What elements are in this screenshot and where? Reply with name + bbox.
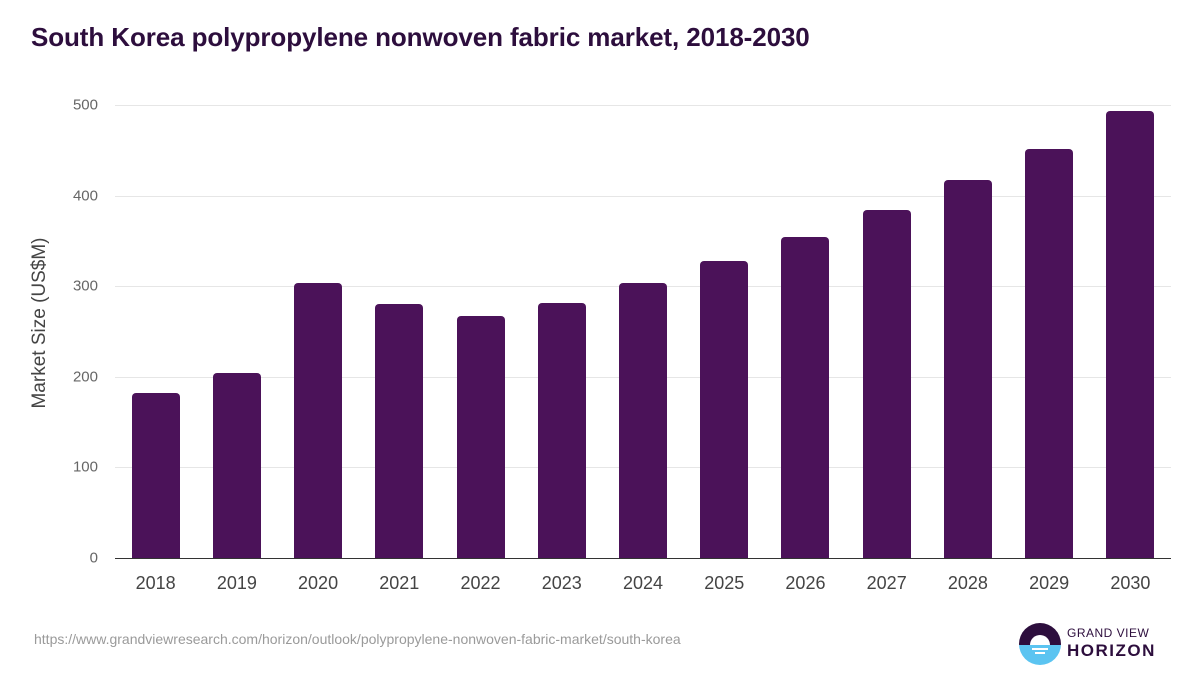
bar-2028[interactable] bbox=[943, 180, 992, 558]
bar-2027[interactable] bbox=[862, 210, 911, 558]
x-tick-label: 2028 bbox=[947, 573, 988, 593]
x-tick-label: 2029 bbox=[1029, 573, 1070, 593]
bar-2018[interactable] bbox=[131, 393, 180, 558]
brand-line1: GRAND VIEW bbox=[1067, 626, 1150, 640]
y-tick-label: 100 bbox=[72, 458, 98, 476]
brand-wordmark: GRAND VIEW HORIZON bbox=[1067, 626, 1156, 661]
x-tick-label: 2025 bbox=[704, 573, 745, 593]
x-tick-label: 2020 bbox=[298, 573, 339, 593]
x-axis-line bbox=[115, 558, 1171, 559]
bar-2023[interactable] bbox=[537, 302, 586, 558]
bar-2030[interactable] bbox=[1106, 111, 1155, 558]
x-tick-label: 2023 bbox=[541, 573, 582, 593]
bar-2026[interactable] bbox=[781, 237, 830, 558]
x-tick-label: 2027 bbox=[866, 573, 907, 593]
x-tick-label: 2024 bbox=[622, 573, 664, 593]
gridline bbox=[115, 105, 1171, 106]
brand-line2: HORIZON bbox=[1067, 641, 1156, 660]
gridline bbox=[115, 195, 1171, 197]
x-tick-label: 2019 bbox=[216, 573, 257, 593]
bar-2024[interactable] bbox=[619, 283, 667, 558]
bar-2021[interactable] bbox=[375, 304, 424, 558]
y-tick-label: 0 bbox=[89, 549, 98, 567]
y-tick-label: 300 bbox=[72, 277, 98, 295]
y-tick-label: 400 bbox=[72, 187, 98, 205]
source-url[interactable]: https://www.grandviewresearch.com/horizo… bbox=[34, 631, 681, 647]
horizon-sun-logo-icon bbox=[1019, 623, 1061, 665]
bar-2020[interactable] bbox=[294, 283, 343, 558]
x-tick-label: 2022 bbox=[460, 573, 501, 593]
x-tick-label: 2026 bbox=[785, 573, 826, 593]
bar-2025[interactable] bbox=[700, 260, 749, 558]
x-tick-label: 2030 bbox=[1110, 573, 1151, 593]
chart-title: South Korea polypropylene nonwoven fabri… bbox=[31, 22, 810, 52]
plot-area bbox=[115, 105, 1171, 559]
bar-2022[interactable] bbox=[456, 316, 505, 558]
y-tick-label: 500 bbox=[72, 96, 98, 114]
bar-2019[interactable] bbox=[212, 373, 261, 558]
x-tick-label: 2021 bbox=[379, 573, 420, 593]
bar-2029[interactable] bbox=[1025, 148, 1074, 558]
y-tick-label: 200 bbox=[72, 368, 98, 386]
x-tick-label: 2018 bbox=[135, 573, 176, 593]
